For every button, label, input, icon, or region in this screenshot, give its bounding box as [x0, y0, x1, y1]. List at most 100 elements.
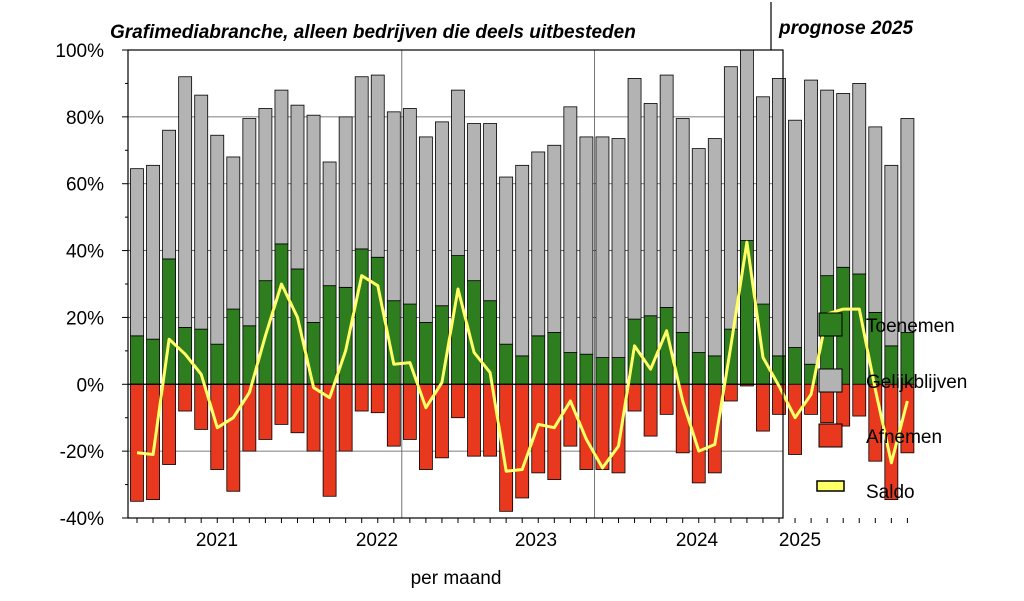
legend-label-saldo: Saldo: [866, 482, 915, 503]
bar-toenemen: [354, 248, 369, 385]
y-tick-label: 100%: [55, 41, 104, 62]
bar-afnemen: [547, 383, 562, 480]
chart-subtitle: prognose 2025: [778, 18, 914, 39]
bar-gelijkblijven: [836, 93, 851, 268]
legend-item-saldo: Saldo: [816, 480, 915, 503]
legend-label-toenemen: Toenemen: [866, 316, 955, 337]
legend-swatch-saldo: [816, 480, 845, 492]
bar-gelijkblijven: [483, 123, 498, 302]
bar-gelijkblijven: [579, 136, 594, 355]
bar-toenemen: [579, 353, 594, 385]
bar-gelijkblijven: [900, 118, 915, 333]
bar-gelijkblijven: [515, 164, 530, 357]
bar-toenemen: [707, 355, 722, 385]
bar-toenemen: [418, 322, 433, 385]
bar-gelijkblijven: [467, 123, 481, 282]
x-axis: 2021 2022 2023 2024 2025: [136, 518, 908, 551]
bar-toenemen: [130, 335, 144, 385]
bar-gelijkblijven: [691, 148, 706, 353]
bar-gelijkblijven: [354, 76, 369, 250]
bar-afnemen: [836, 383, 851, 427]
bar-gelijkblijven: [595, 136, 610, 358]
bar-afnemen: [852, 383, 867, 417]
bar-gelijkblijven: [707, 138, 722, 357]
bar-toenemen: [226, 308, 241, 385]
bar-gelijkblijven: [322, 161, 337, 287]
chart-title: Grafimediabranche, alleen bedrijven die …: [110, 22, 636, 43]
bars: [130, 49, 915, 512]
bar-afnemen: [611, 383, 626, 474]
bar-gelijkblijven: [386, 111, 401, 302]
bar-gelijkblijven: [402, 108, 417, 305]
bar-gelijkblijven: [820, 89, 835, 277]
legend-swatch-afnemen: [818, 423, 843, 448]
bar-gelijkblijven: [130, 168, 144, 337]
legend-item-afnemen: Afnemen: [818, 423, 942, 448]
bar-gelijkblijven: [162, 129, 177, 260]
bar-toenemen: [547, 332, 562, 385]
bar-afnemen: [354, 383, 369, 412]
y-tick-label: 20%: [66, 308, 104, 329]
bar-afnemen: [723, 383, 738, 402]
bar-afnemen: [707, 383, 722, 474]
bar-gelijkblijven: [258, 108, 273, 282]
bar-gelijkblijven: [290, 104, 305, 270]
bar-gelijkblijven: [868, 126, 883, 313]
bar-toenemen: [210, 343, 225, 385]
bar-toenemen: [290, 268, 305, 385]
bar-afnemen: [627, 383, 642, 412]
bar-afnemen: [322, 383, 337, 497]
bar-afnemen: [370, 383, 385, 414]
bar-toenemen: [563, 352, 578, 385]
bar-afnemen: [402, 383, 417, 440]
bar-afnemen: [467, 383, 481, 457]
bar-afnemen: [178, 383, 193, 412]
bar-afnemen: [290, 383, 305, 434]
y-tick-label: -40%: [60, 509, 104, 530]
y-axis: 100% 80% 60% 40% 20% 0% -20% -40%: [55, 41, 128, 530]
bar-gelijkblijven: [547, 144, 562, 333]
bar-afnemen: [451, 383, 465, 419]
legend-label-afnemen: Afnemen: [866, 427, 942, 448]
bar-afnemen: [756, 383, 770, 432]
bar-gelijkblijven: [435, 121, 449, 307]
bar-gelijkblijven: [611, 138, 626, 358]
x-tick-label: 2022: [356, 530, 398, 551]
bar-afnemen: [146, 383, 160, 501]
x-tick-label: 2024: [676, 530, 719, 551]
bar-gelijkblijven: [178, 76, 193, 328]
y-tick-label: 80%: [66, 108, 104, 129]
bar-afnemen: [130, 383, 144, 502]
bar-toenemen: [643, 315, 658, 385]
bar-afnemen: [274, 383, 289, 425]
bar-gelijkblijven: [274, 89, 289, 245]
bar-gelijkblijven: [788, 119, 802, 348]
legend-item-gelijkblijven: Gelijkblijven: [818, 368, 967, 393]
legend-label-gelijkblijven: Gelijkblijven: [866, 372, 967, 393]
bar-toenemen: [435, 305, 449, 385]
legend: Toenemen Gelijkblijven Afnemen Saldo: [816, 312, 967, 503]
bar-toenemen: [306, 322, 321, 385]
bar-gelijkblijven: [675, 118, 690, 333]
bar-gelijkblijven: [499, 176, 514, 345]
bar-gelijkblijven: [451, 89, 465, 256]
bar-toenemen: [322, 285, 337, 385]
bar-gelijkblijven: [563, 106, 578, 353]
y-tick-label: 60%: [66, 175, 104, 196]
legend-swatch-gelijkblijven: [818, 368, 843, 393]
bar-gelijkblijven: [306, 114, 321, 323]
bar-toenemen: [515, 355, 530, 385]
bar-afnemen: [788, 383, 802, 455]
x-axis-label: per maand: [411, 568, 502, 589]
bar-afnemen: [435, 383, 449, 459]
bar-afnemen: [515, 383, 530, 499]
bar-gelijkblijven: [756, 96, 770, 305]
bar-gelijkblijven: [804, 79, 818, 365]
bar-gelijkblijven: [884, 164, 899, 347]
bar-afnemen: [162, 383, 177, 465]
bar-gelijkblijven: [852, 83, 867, 275]
bar-gelijkblijven: [643, 103, 658, 317]
bar-gelijkblijven: [531, 151, 546, 337]
bar-gelijkblijven: [226, 156, 241, 310]
